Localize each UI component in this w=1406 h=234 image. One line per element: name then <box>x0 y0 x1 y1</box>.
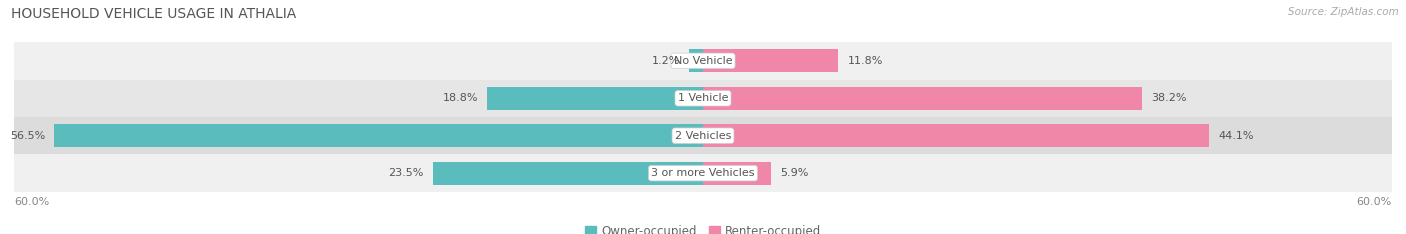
Text: HOUSEHOLD VEHICLE USAGE IN ATHALIA: HOUSEHOLD VEHICLE USAGE IN ATHALIA <box>11 7 297 21</box>
Text: No Vehicle: No Vehicle <box>673 56 733 66</box>
Bar <box>703 87 1142 110</box>
Text: 60.0%: 60.0% <box>1357 197 1392 208</box>
Bar <box>14 80 1392 117</box>
Text: 44.1%: 44.1% <box>1219 131 1254 141</box>
Bar <box>703 161 770 185</box>
Text: 60.0%: 60.0% <box>14 197 49 208</box>
Text: 11.8%: 11.8% <box>848 56 883 66</box>
Text: 23.5%: 23.5% <box>388 168 425 178</box>
Bar <box>703 124 1209 147</box>
Bar <box>14 154 1392 192</box>
Bar <box>703 49 838 73</box>
Bar <box>486 87 703 110</box>
Text: Source: ZipAtlas.com: Source: ZipAtlas.com <box>1288 7 1399 17</box>
Text: 38.2%: 38.2% <box>1152 93 1187 103</box>
Bar <box>14 117 1392 154</box>
Bar <box>689 49 703 73</box>
Text: 2 Vehicles: 2 Vehicles <box>675 131 731 141</box>
Text: 1 Vehicle: 1 Vehicle <box>678 93 728 103</box>
Text: 56.5%: 56.5% <box>10 131 45 141</box>
Legend: Owner-occupied, Renter-occupied: Owner-occupied, Renter-occupied <box>579 220 827 234</box>
Bar <box>433 161 703 185</box>
Text: 3 or more Vehicles: 3 or more Vehicles <box>651 168 755 178</box>
Bar <box>55 124 703 147</box>
Text: 5.9%: 5.9% <box>780 168 808 178</box>
Text: 1.2%: 1.2% <box>651 56 681 66</box>
Bar <box>14 42 1392 80</box>
Text: 18.8%: 18.8% <box>443 93 478 103</box>
